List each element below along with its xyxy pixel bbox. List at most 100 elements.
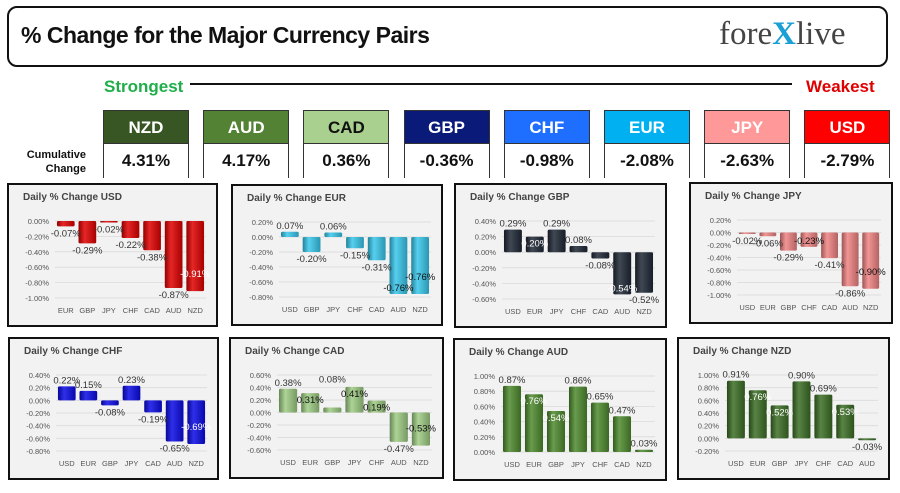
- data-label: -0.54%: [607, 283, 638, 294]
- x-tick-label: USD: [280, 458, 296, 467]
- x-tick-label: CHF: [816, 459, 832, 468]
- y-tick-label: -0.60%: [249, 278, 273, 287]
- data-label: -0.15%: [340, 250, 371, 261]
- data-label: 0.90%: [788, 370, 815, 381]
- bar-jpy: [345, 386, 364, 413]
- y-tick-label: -0.20%: [25, 232, 49, 241]
- data-label: -0.90%: [856, 267, 887, 278]
- data-label: -0.76%: [405, 272, 436, 283]
- bar-gbp: [78, 221, 97, 244]
- bar-eur: [748, 390, 767, 439]
- y-tick-label: 0.00%: [475, 248, 497, 257]
- bar-jpy: [324, 232, 343, 237]
- y-tick-label: -0.20%: [695, 447, 719, 456]
- y-tick-label: -0.40%: [247, 434, 271, 443]
- y-tick-label: -0.60%: [25, 263, 49, 272]
- data-label: -0.03%: [852, 442, 883, 453]
- cumulative-change-label: Cumulative Change: [26, 149, 86, 175]
- chart-svg: 0.20% 0.00% -0.20% -0.40% -0.60% -0.80% USD GBP…: [249, 218, 436, 314]
- y-tick-label: -0.60%: [707, 266, 731, 275]
- bar-nzd: [634, 449, 654, 452]
- y-tick-label: -0.40%: [707, 254, 731, 263]
- bar-nzd: [635, 252, 654, 293]
- data-label: -0.38%: [137, 252, 168, 263]
- x-tick-label: JPY: [348, 458, 362, 467]
- data-label: -0.52%: [629, 295, 660, 306]
- chart-title: Daily % Change NZD: [693, 346, 792, 357]
- x-tick-label: GBP: [324, 458, 340, 467]
- x-tick-label: CHF: [347, 305, 363, 314]
- data-label: -0.20%: [297, 254, 328, 265]
- y-tick-label: 0.00%: [698, 434, 720, 443]
- bar-chf: [121, 221, 140, 238]
- y-tick-label: -0.60%: [26, 434, 50, 443]
- bar-jpy: [100, 221, 118, 223]
- y-tick-label: 1.00%: [474, 372, 496, 381]
- chart-title: Daily % Change EUR: [247, 193, 346, 204]
- cumulative-change-value: -2.63%: [705, 144, 790, 178]
- currency-code: USD: [805, 111, 890, 144]
- strongest-label: Strongest: [104, 77, 184, 96]
- x-tick-label: JPY: [795, 459, 809, 468]
- bar-gbp: [770, 405, 789, 439]
- currency-box-aud: AUD 4.17%: [203, 110, 290, 178]
- x-tick-label: NZD: [636, 460, 652, 469]
- y-tick-label: 1.00%: [698, 371, 720, 380]
- bar-cad: [836, 404, 855, 439]
- strength-scale-line: [190, 83, 792, 85]
- bar-cad: [612, 416, 632, 452]
- y-tick-label: -0.80%: [26, 447, 50, 456]
- y-tick-label: 0.20%: [475, 233, 497, 242]
- chart-svg: 0.20% 0.00% -0.20% -0.40% -0.60% -0.80% -1.00%…: [707, 216, 887, 312]
- x-tick-label: GBP: [772, 459, 788, 468]
- chart-jpy: Daily % Change JPY 0.20% 0.00% -0.20% -0.40%…: [689, 182, 893, 324]
- chart-nzd: Daily % Change NZD 1.00% 0.80% 0.60% 0.40% 0.…: [677, 337, 890, 480]
- currency-box-cad: CAD 0.36%: [303, 110, 390, 178]
- page-title: % Change for the Major Currency Pairs: [21, 22, 430, 48]
- x-tick-label: USD: [739, 303, 755, 312]
- data-label: 0.06%: [320, 222, 347, 233]
- chart-svg: 0.00% -0.20% -0.40% -0.60% -0.80% -1.00% EUR GB…: [25, 217, 211, 315]
- x-tick-label: CHF: [571, 307, 587, 316]
- bar-nzd: [411, 237, 430, 294]
- x-tick-label: NZD: [412, 305, 428, 314]
- data-label: -0.07%: [51, 228, 82, 239]
- bar-usd: [503, 229, 522, 253]
- bar-usd: [726, 380, 745, 439]
- chart-usd: Daily % Change USD 0.00% -0.20% -0.40% -0.60…: [7, 183, 218, 327]
- y-tick-label: 0.20%: [698, 422, 720, 431]
- y-tick-label: 0.00%: [28, 217, 50, 226]
- x-tick-label: GBP: [102, 459, 118, 468]
- data-label: 0.03%: [631, 439, 658, 450]
- x-tick-label: AUD: [859, 459, 875, 468]
- data-label: -0.47%: [384, 444, 415, 455]
- data-label: -0.22%: [115, 240, 146, 251]
- bar-nzd: [862, 232, 880, 289]
- bar-cad: [143, 221, 161, 251]
- bar-gbp: [546, 410, 566, 452]
- data-label: 0.23%: [118, 375, 145, 386]
- data-label: 0.87%: [499, 375, 526, 386]
- data-label: -0.91%: [180, 269, 211, 280]
- y-tick-label: -0.20%: [26, 409, 50, 418]
- bar-cad: [367, 237, 386, 261]
- currency-code: AUD: [204, 111, 289, 144]
- currency-code: NZD: [104, 111, 188, 144]
- x-tick-label: EUR: [58, 306, 74, 315]
- x-tick-label: JPY: [125, 459, 139, 468]
- bar-eur: [524, 394, 544, 452]
- bar-aud: [858, 438, 877, 441]
- y-tick-label: 0.20%: [29, 384, 51, 393]
- y-tick-label: 0.20%: [710, 216, 732, 225]
- x-tick-label: NZD: [189, 459, 205, 468]
- x-tick-label: AUD: [166, 306, 182, 315]
- data-label: -0.31%: [362, 262, 393, 273]
- cumulative-change-value: 0.36%: [304, 144, 389, 178]
- y-tick-label: 0.80%: [698, 384, 720, 393]
- x-tick-label: JPY: [571, 460, 585, 469]
- bar-gbp: [323, 407, 342, 413]
- y-tick-label: 0.80%: [474, 387, 496, 396]
- bar-usd: [502, 385, 522, 452]
- chart-title: Daily % Change GBP: [470, 192, 570, 203]
- cumulative-change-value: -2.08%: [605, 144, 689, 178]
